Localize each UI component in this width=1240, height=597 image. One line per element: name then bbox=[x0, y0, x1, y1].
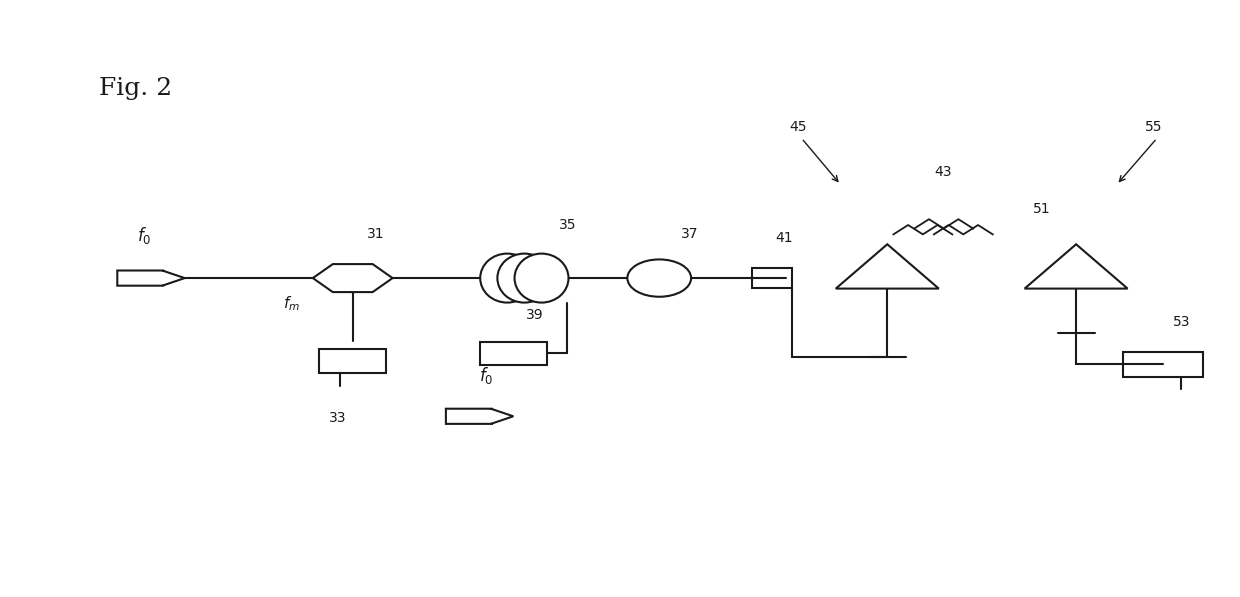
Polygon shape bbox=[446, 409, 513, 424]
Text: 41: 41 bbox=[776, 231, 794, 245]
Polygon shape bbox=[836, 244, 939, 288]
Text: $f_0$: $f_0$ bbox=[138, 225, 151, 247]
Ellipse shape bbox=[627, 260, 691, 297]
Text: 31: 31 bbox=[367, 227, 386, 241]
Text: 55: 55 bbox=[1145, 119, 1162, 134]
Polygon shape bbox=[312, 264, 393, 292]
Ellipse shape bbox=[515, 254, 568, 303]
Polygon shape bbox=[118, 270, 185, 286]
Text: $f_0$: $f_0$ bbox=[479, 365, 494, 386]
Text: 53: 53 bbox=[1173, 315, 1190, 330]
Text: 45: 45 bbox=[789, 119, 807, 134]
Text: 51: 51 bbox=[1033, 202, 1050, 216]
Bar bbox=[1123, 352, 1203, 377]
Text: $f_m$: $f_m$ bbox=[283, 294, 300, 313]
Text: Fig. 2: Fig. 2 bbox=[99, 77, 172, 100]
Polygon shape bbox=[1024, 244, 1127, 288]
Ellipse shape bbox=[497, 254, 552, 303]
Ellipse shape bbox=[480, 254, 534, 303]
Text: 39: 39 bbox=[526, 309, 543, 322]
Text: 33: 33 bbox=[330, 411, 347, 425]
Bar bbox=[480, 341, 547, 365]
Bar bbox=[319, 349, 387, 373]
Bar bbox=[753, 268, 791, 288]
Text: 35: 35 bbox=[559, 217, 577, 232]
Text: 43: 43 bbox=[934, 165, 951, 179]
Text: 37: 37 bbox=[681, 227, 699, 241]
